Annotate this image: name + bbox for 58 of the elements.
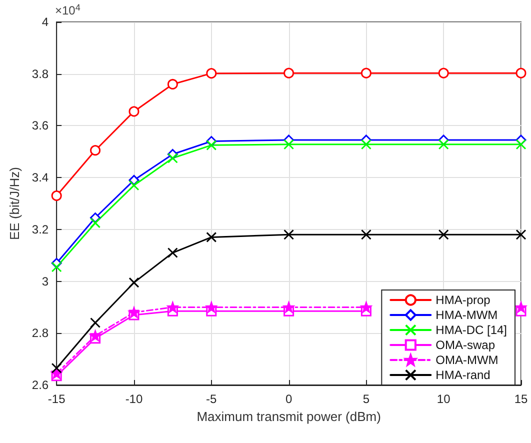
legend-label: HMA-DC [14] xyxy=(436,323,507,337)
x-tick-label: 10 xyxy=(436,392,451,406)
point xyxy=(360,229,372,240)
point xyxy=(90,330,101,341)
y-tick-label: 3.4 xyxy=(32,170,49,185)
point xyxy=(284,68,294,78)
legend-label: OMA-swap xyxy=(436,338,496,352)
point xyxy=(516,68,526,78)
point xyxy=(167,78,178,90)
point xyxy=(167,152,178,164)
point xyxy=(516,302,526,312)
y-axis-title: EE (bit/J/Hz) xyxy=(7,167,22,240)
point xyxy=(167,248,178,258)
x-tick-label: 15 xyxy=(514,392,528,406)
point xyxy=(438,68,449,78)
point xyxy=(206,140,217,150)
point xyxy=(128,180,140,191)
point xyxy=(206,302,217,312)
point xyxy=(360,139,372,150)
y-tick-label: 3.8 xyxy=(32,66,49,81)
y-tick-label: 2.6 xyxy=(32,378,49,392)
point xyxy=(51,362,62,374)
legend-label: HMA-prop xyxy=(436,293,491,307)
point xyxy=(51,190,62,201)
point xyxy=(206,68,217,79)
x-tick-label: 0 xyxy=(285,392,292,406)
x-tick-label: -10 xyxy=(125,392,143,406)
point xyxy=(284,139,294,150)
x-tick-label: 5 xyxy=(362,392,370,406)
point xyxy=(90,318,101,328)
point xyxy=(128,277,140,288)
y-tick-label: 3.6 xyxy=(32,118,49,133)
legend-label: HMA-MWM xyxy=(436,308,498,322)
legend-label: HMA-rand xyxy=(436,368,490,382)
point xyxy=(128,307,140,318)
legend-label: OMA-MWM xyxy=(436,353,498,367)
point xyxy=(360,68,372,78)
point xyxy=(284,302,294,312)
y-tick-label: 4 xyxy=(42,15,49,29)
x-axis-title: Maximum transmit power (dBm) xyxy=(196,408,381,424)
point xyxy=(128,106,140,117)
point xyxy=(284,229,294,240)
point xyxy=(51,262,62,272)
point xyxy=(438,229,449,240)
point xyxy=(167,302,178,312)
y-tick-label: 2.8 xyxy=(32,326,49,340)
y-tick-label: 3 xyxy=(42,274,49,288)
x-tick-label: -5 xyxy=(206,392,218,406)
point xyxy=(206,232,217,242)
point xyxy=(438,139,449,150)
x-tick-label: -15 xyxy=(48,392,66,406)
point xyxy=(51,368,62,379)
point xyxy=(360,302,372,312)
point xyxy=(90,145,101,156)
point xyxy=(90,218,101,228)
point xyxy=(516,139,526,150)
point xyxy=(516,229,526,240)
y-tick-label: 3.2 xyxy=(32,222,49,236)
